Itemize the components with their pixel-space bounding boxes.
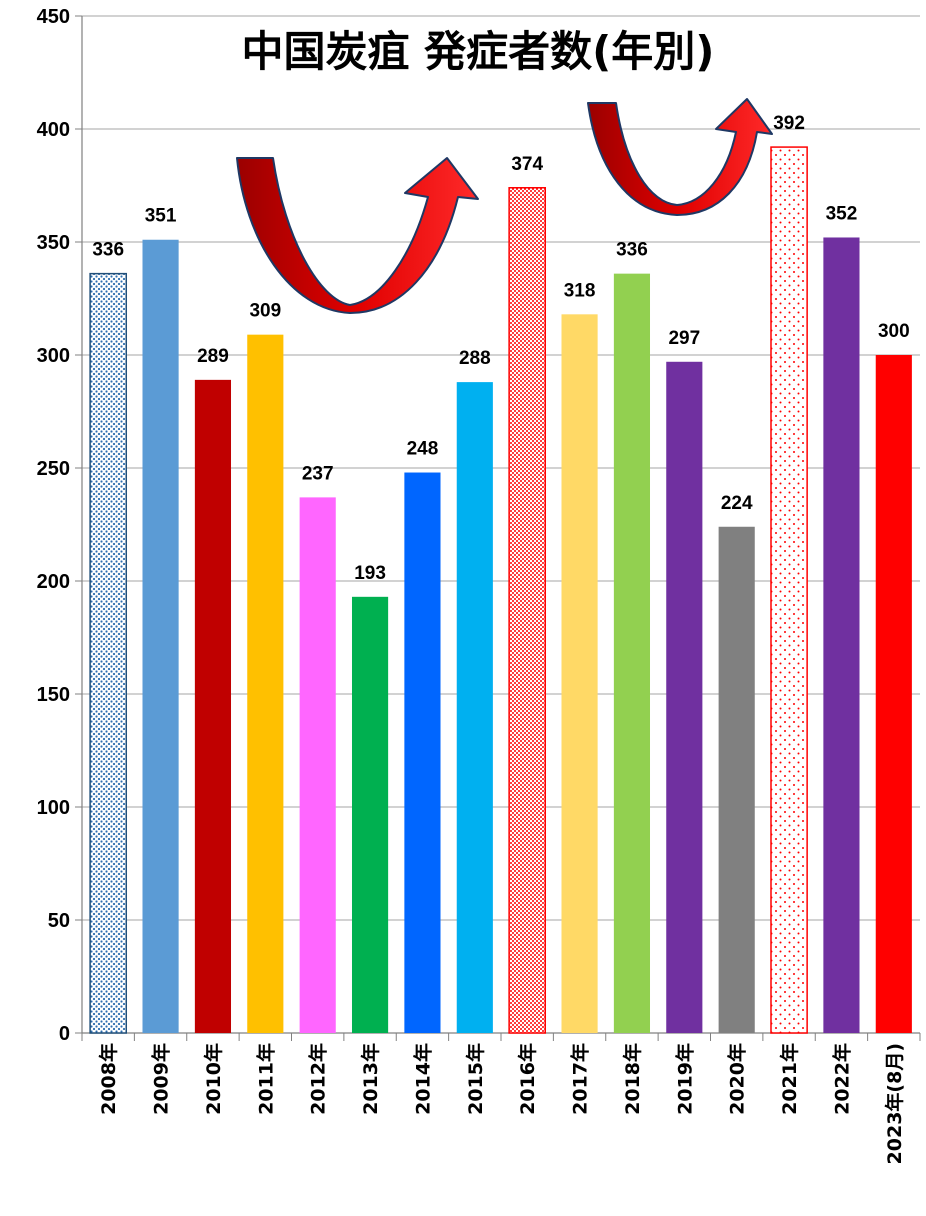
bar-2008年 [89,272,128,1034]
x-tick-label: 2020年 [726,1043,749,1115]
bar-2019年 [666,361,703,1033]
bar-2021年 [770,146,808,1034]
x-tick-label: 2010年 [202,1043,225,1115]
data-label: 392 [773,113,805,134]
data-label: 318 [564,280,596,301]
data-label: 224 [721,493,753,514]
y-tick-label: 50 [48,910,70,932]
data-label: 248 [407,439,439,460]
data-label: 297 [668,328,700,349]
x-tick-label: 2012年 [307,1043,330,1115]
data-label: 336 [616,240,648,261]
data-label: 374 [511,154,543,175]
x-tick-label: 2017年 [569,1043,592,1115]
x-tick-label: 2022年 [830,1043,853,1115]
y-tick-label: 250 [37,458,70,480]
x-tick-label: 2023年(8月) [883,1043,906,1164]
data-label: 300 [878,321,910,342]
bar-2022年 [823,237,860,1034]
x-tick-label: 2016年 [516,1043,539,1115]
y-axis-ticks: 0 50 100 150 200 250 300 350 400 450 [37,6,82,1045]
y-tick-label: 100 [37,797,70,819]
x-tick-label: 2018年 [621,1043,644,1115]
bar-2009年 [142,239,179,1034]
bar-2020年 [718,526,755,1033]
u-turn-arrow-left [236,157,479,314]
bar-2012年 [299,497,336,1033]
data-label: 336 [92,240,124,261]
x-axis-labels: 2008年 2009年 2010年 2011年 2012年 2013年 2014年 2015年… [97,1043,906,1164]
data-label: 352 [826,203,858,224]
y-tick-label: 300 [37,345,70,367]
bar-2011年 [247,334,284,1033]
x-tick-label: 2008年 [97,1043,120,1115]
x-tick-label: 2013年 [359,1043,382,1115]
data-label: 351 [145,206,177,227]
bar-2015年 [456,382,493,1033]
data-label: 289 [197,346,229,367]
data-label: 288 [459,348,491,369]
y-tick-label: 0 [59,1023,70,1045]
y-tick-label: 450 [37,6,70,28]
y-tick-label: 400 [37,119,70,141]
u-turn-arrow-right [587,98,773,216]
x-tick-label: 2019年 [673,1043,696,1115]
bar-2018年 [613,273,651,1033]
bar-2010年 [194,379,232,1033]
data-label: 237 [302,463,334,484]
data-label: 309 [249,301,281,322]
bar-2016年 [508,187,547,1034]
y-tick-label: 200 [37,571,70,593]
bar-2013年 [351,596,389,1033]
data-label: 193 [354,563,386,584]
bar-2017年 [561,314,598,1033]
x-tick-label: 2011年 [254,1043,277,1115]
x-tick-label: 2014年 [411,1043,434,1115]
data-labels: 336 351 289 309 237 193 248 288 374 318 336 297 224 3… [92,113,909,584]
y-tick-label: 350 [37,232,70,254]
bar-2023年(8月) [875,355,912,1033]
x-tick-label: 2009年 [150,1043,173,1115]
bar-2014年 [404,472,441,1033]
y-tick-label: 150 [37,684,70,706]
chart-title: 中国炭疽 発症者数(年別) [241,27,714,76]
x-tick-label: 2015年 [464,1043,487,1115]
bars [89,146,912,1034]
x-tick-label: 2021年 [778,1043,801,1115]
